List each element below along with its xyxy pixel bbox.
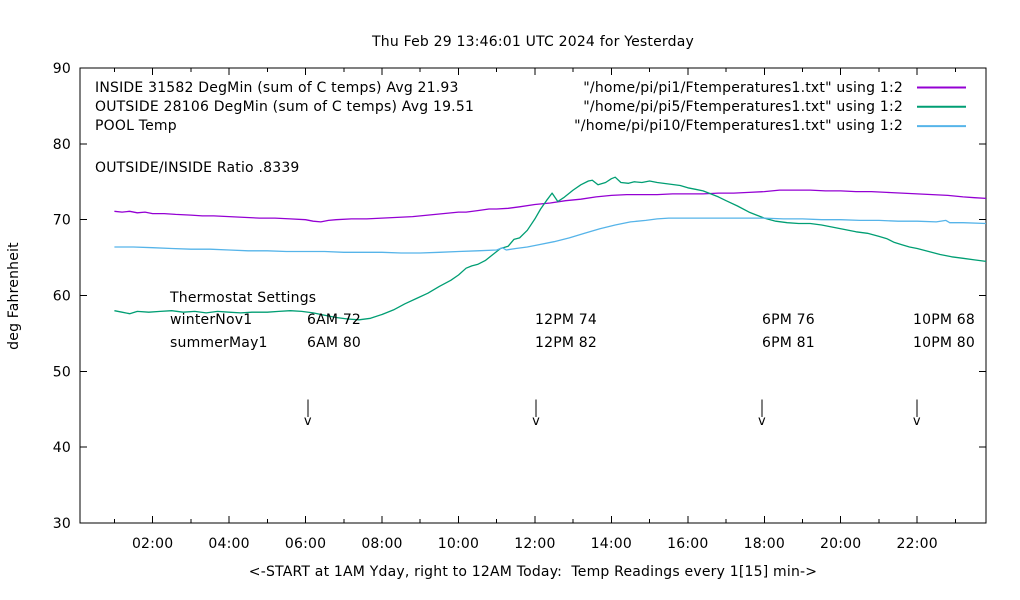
- thermostat-winter-6pm: 6PM 76: [762, 312, 815, 328]
- x-tick-label: 22:00: [897, 536, 938, 552]
- legend-outside-label: OUTSIDE 28106 DegMin (sum of C temps) Av…: [95, 99, 475, 115]
- legend-pool-file: "/home/pi/pi10/Ftemperatures1.txt" using…: [574, 118, 903, 134]
- chart-title: Thu Feb 29 13:46:01 UTC 2024 for Yesterd…: [372, 34, 694, 50]
- thermostat-winter-12pm: 12PM 74: [535, 312, 598, 328]
- legend-pool-label: POOL Temp: [95, 118, 177, 134]
- y-tick-label: 80: [53, 137, 71, 153]
- thermostat-summer-name: summerMay1: [170, 335, 268, 351]
- x-tick-label: 18:00: [744, 536, 785, 552]
- y-axis-label: deg Fahrenheit: [6, 242, 22, 350]
- thermostat-change-arrow-head: v: [304, 414, 312, 429]
- y-tick-label: 30: [53, 516, 71, 532]
- x-tick-label: 14:00: [591, 536, 632, 552]
- x-axis-caption: <-START at 1AM Yday, right to 12AM Today…: [248, 564, 818, 580]
- y-tick-label: 50: [53, 364, 71, 380]
- legend-inside-file: "/home/pi/pi1/Ftemperatures1.txt" using …: [583, 80, 903, 96]
- thermostat-summer-12pm: 12PM 82: [535, 335, 598, 351]
- y-tick-label: 70: [53, 213, 71, 229]
- series-pool-line: [114, 217, 987, 254]
- thermostat-summer-6am: 6AM 80: [307, 335, 362, 351]
- thermostat-winter-6am: 6AM 72: [307, 312, 362, 328]
- thermostat-summer-10pm: 10PM 80: [913, 335, 976, 351]
- x-tick-label: 16:00: [667, 536, 708, 552]
- x-tick-label: 12:00: [514, 536, 555, 552]
- x-tick-label: 02:00: [132, 536, 173, 552]
- thermostat-change-arrow-head: v: [758, 414, 766, 429]
- x-tick-label: 04:00: [208, 536, 249, 552]
- x-tick-label: 08:00: [361, 536, 402, 552]
- y-tick-label: 90: [53, 61, 71, 77]
- series-inside-line: [114, 189, 987, 223]
- thermostat-summer-6pm: 6PM 81: [762, 335, 815, 351]
- ratio-text: OUTSIDE/INSIDE Ratio .8339: [95, 160, 300, 176]
- x-tick-label: 10:00: [438, 536, 479, 552]
- thermostat-change-arrow-head: v: [532, 414, 540, 429]
- thermostat-winter-name: winterNov1: [170, 312, 253, 328]
- x-tick-label: 06:00: [285, 536, 326, 552]
- thermostat-heading: Thermostat Settings: [170, 290, 317, 306]
- x-tick-label: 20:00: [820, 536, 861, 552]
- thermostat-winter-10pm: 10PM 68: [913, 312, 976, 328]
- y-tick-label: 60: [53, 289, 71, 305]
- y-tick-label: 40: [53, 440, 71, 456]
- legend-outside-file: "/home/pi/pi5/Ftemperatures1.txt" using …: [583, 99, 903, 115]
- series-outside-line: [114, 176, 987, 321]
- legend-inside-label: INSIDE 31582 DegMin (sum of C temps) Avg…: [95, 80, 459, 96]
- thermostat-change-arrow-head: v: [913, 414, 921, 429]
